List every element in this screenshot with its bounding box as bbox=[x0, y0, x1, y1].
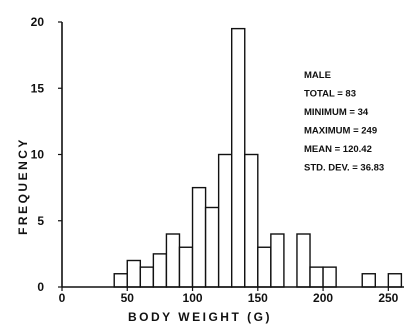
histogram-bar-130-140 bbox=[230, 27, 246, 288]
histogram-bar-120-130 bbox=[217, 153, 233, 288]
x-tick-label: 0 bbox=[59, 291, 66, 305]
x-tick-label: 50 bbox=[121, 291, 135, 305]
stat-line: TOTAL = 83 bbox=[304, 89, 356, 100]
histogram-bar-80-90 bbox=[165, 233, 181, 288]
y-tick-label: 0 bbox=[37, 280, 44, 294]
histogram-bar-160-170 bbox=[270, 233, 285, 288]
x-tick-label: 250 bbox=[378, 291, 398, 305]
histogram-bar-200-210 bbox=[322, 266, 337, 288]
histogram-bar-50-60 bbox=[126, 259, 142, 288]
bars-group bbox=[113, 27, 403, 288]
histogram-bar-230-240 bbox=[361, 273, 376, 288]
histogram-bar-70-80 bbox=[152, 253, 168, 288]
y-ticks-group: 0 5 10 15 20 bbox=[31, 15, 62, 294]
y-tick-label: 10 bbox=[31, 148, 45, 162]
histogram-bar-40-50 bbox=[113, 273, 128, 288]
y-tick-label: 20 bbox=[31, 15, 45, 29]
histogram-bar-60-70 bbox=[139, 266, 155, 288]
x-tick-label: 150 bbox=[248, 291, 268, 305]
stat-line: MAXIMUM = 249 bbox=[304, 126, 377, 137]
histogram-bar-140-150 bbox=[244, 153, 259, 288]
stat-line: MEAN = 120.42 bbox=[304, 144, 372, 155]
histogram-bar-250-260 bbox=[387, 273, 403, 288]
x-tick-label: 200 bbox=[313, 291, 333, 305]
histogram-bar-150-160 bbox=[257, 246, 272, 288]
histogram-bar-190-200 bbox=[309, 266, 324, 288]
y-tick-label: 15 bbox=[31, 81, 45, 95]
stats-annotation: MALE TOTAL = 83 MINIMUM = 34 MAXIMUM = 249 M… bbox=[304, 70, 384, 174]
histogram-bar-90-100 bbox=[178, 246, 194, 288]
histogram-bar-100-110 bbox=[191, 186, 207, 288]
stat-line: STD. DEV. = 36.83 bbox=[304, 163, 384, 174]
x-tick-label: 100 bbox=[183, 291, 203, 305]
stat-line: MINIMUM = 34 bbox=[304, 107, 369, 118]
stat-line: MALE bbox=[304, 70, 331, 81]
y-tick-label: 5 bbox=[37, 214, 44, 228]
x-ticks-group: 0 50 100 150 200 250 bbox=[59, 287, 399, 305]
y-axis-title: FREQUENCY bbox=[16, 137, 30, 235]
histogram-bar-180-190 bbox=[296, 233, 311, 288]
x-axis-title: BODY WEIGHT (G) bbox=[128, 310, 272, 324]
histogram-bar-110-120 bbox=[204, 206, 220, 288]
